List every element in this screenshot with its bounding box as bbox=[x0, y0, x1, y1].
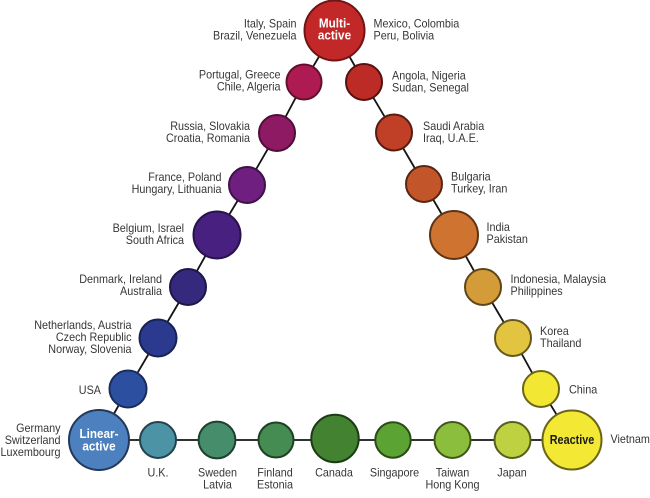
svg-text:Pakistan: Pakistan bbox=[487, 232, 528, 246]
svg-text:Singapore: Singapore bbox=[370, 466, 419, 480]
svg-text:Germany: Germany bbox=[16, 421, 60, 435]
svg-text:Brazil, Venezuela: Brazil, Venezuela bbox=[213, 29, 297, 43]
svg-text:Korea: Korea bbox=[540, 324, 569, 338]
svg-text:Reactive: Reactive bbox=[550, 432, 595, 447]
svg-text:Indonesia, Malaysia: Indonesia, Malaysia bbox=[511, 272, 607, 286]
svg-text:active: active bbox=[318, 28, 351, 43]
svg-text:Hong Kong: Hong Kong bbox=[426, 478, 480, 492]
svg-text:active: active bbox=[82, 439, 115, 454]
svg-text:Norway, Slovenia: Norway, Slovenia bbox=[48, 342, 131, 356]
svg-text:Switzerland: Switzerland bbox=[5, 433, 61, 447]
svg-text:Belgium, Israel: Belgium, Israel bbox=[113, 221, 184, 235]
svg-text:Portugal, Greece: Portugal, Greece bbox=[199, 68, 281, 82]
svg-text:Czech Republic: Czech Republic bbox=[56, 330, 132, 344]
svg-text:Bulgaria: Bulgaria bbox=[451, 170, 491, 184]
svg-text:China: China bbox=[569, 383, 597, 397]
svg-text:India: India bbox=[487, 220, 511, 234]
svg-text:Philippines: Philippines bbox=[511, 284, 563, 298]
svg-text:Canada: Canada bbox=[315, 466, 353, 480]
svg-text:Iraq, U.A.E.: Iraq, U.A.E. bbox=[423, 131, 479, 145]
svg-text:Australia: Australia bbox=[120, 284, 162, 298]
svg-text:France, Poland: France, Poland bbox=[148, 170, 221, 184]
svg-text:Multi-: Multi- bbox=[319, 16, 350, 31]
svg-text:Netherlands, Austria: Netherlands, Austria bbox=[34, 318, 132, 332]
svg-text:Thailand: Thailand bbox=[540, 336, 581, 350]
svg-text:Vietnam: Vietnam bbox=[611, 432, 650, 446]
svg-text:Saudi Arabia: Saudi Arabia bbox=[423, 119, 484, 133]
svg-text:Peru, Bolivia: Peru, Bolivia bbox=[374, 29, 435, 43]
svg-text:Turkey, Iran: Turkey, Iran bbox=[451, 182, 507, 196]
svg-text:Luxembourg: Luxembourg bbox=[1, 445, 61, 459]
svg-text:Denmark, Ireland: Denmark, Ireland bbox=[79, 272, 162, 286]
svg-text:USA: USA bbox=[79, 383, 101, 397]
svg-text:Hungary, Lithuania: Hungary, Lithuania bbox=[132, 182, 222, 196]
svg-text:Italy, Spain: Italy, Spain bbox=[244, 17, 297, 31]
svg-text:Sweden: Sweden bbox=[198, 466, 237, 480]
svg-text:Croatia, Romania: Croatia, Romania bbox=[166, 131, 250, 145]
svg-text:Japan: Japan bbox=[497, 466, 526, 480]
svg-text:Angola, Nigeria: Angola, Nigeria bbox=[392, 69, 466, 83]
svg-text:Estonia: Estonia bbox=[257, 478, 293, 492]
svg-text:South Africa: South Africa bbox=[126, 233, 184, 247]
svg-text:U.K.: U.K. bbox=[148, 466, 169, 480]
svg-text:Latvia: Latvia bbox=[203, 478, 232, 492]
svg-text:Mexico, Colombia: Mexico, Colombia bbox=[374, 17, 460, 31]
svg-text:Russia, Slovakia: Russia, Slovakia bbox=[170, 119, 250, 133]
svg-text:Sudan, Senegal: Sudan, Senegal bbox=[392, 81, 469, 95]
svg-text:Chile, Algeria: Chile, Algeria bbox=[217, 80, 281, 94]
svg-text:Linear-: Linear- bbox=[80, 426, 119, 441]
svg-text:Finland: Finland bbox=[257, 466, 292, 480]
svg-text:Taiwan: Taiwan bbox=[436, 466, 470, 480]
